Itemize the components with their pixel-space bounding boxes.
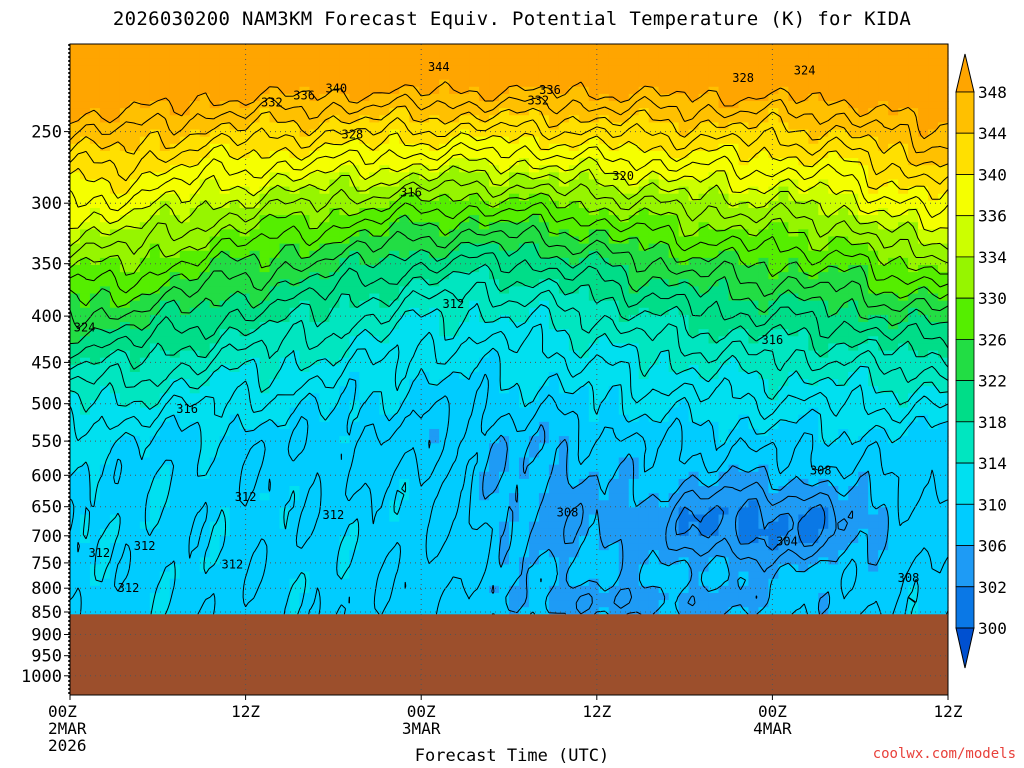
y-tick-label: 850 — [31, 603, 62, 623]
contour-label: 332 — [261, 95, 283, 109]
y-tick-label: 950 — [31, 647, 62, 667]
colorbar-label: 348 — [978, 83, 1007, 102]
contour-label: 312 — [443, 297, 465, 311]
colorbar-label: 330 — [978, 289, 1007, 308]
x-tick-label: 00Z — [48, 702, 77, 721]
x-tick-label: 2MAR — [48, 719, 87, 738]
y-tick-label: 500 — [31, 395, 62, 415]
colorbar-band — [955, 132, 975, 175]
contour-label: 308 — [810, 464, 832, 478]
colorbar-label: 334 — [978, 248, 1007, 267]
colorbar-band — [955, 91, 975, 134]
x-tick-label: 4MAR — [753, 719, 792, 738]
colorbar-label: 326 — [978, 330, 1007, 349]
y-tick-label: 650 — [31, 498, 62, 518]
colorbar-band — [955, 215, 975, 258]
y-axis: 250 300 350 400 450 500 550 600 650 700 750 800 850 9… — [21, 123, 70, 687]
y-tick-label: 600 — [31, 466, 62, 486]
y-tick-label: 550 — [31, 432, 62, 452]
x-tick-label: 2026 — [48, 736, 87, 755]
y-tick-label: 900 — [31, 626, 62, 646]
y-tick-label: 300 — [31, 194, 62, 214]
colorbar-bottom-arrow — [955, 627, 975, 669]
contour-label: 316 — [176, 402, 198, 416]
colorbar-label: 306 — [978, 537, 1007, 556]
colorbar-label: 310 — [978, 495, 1007, 514]
contour-label: 336 — [539, 83, 561, 97]
x-tick-label: 00Z — [758, 702, 787, 721]
x-tick-label: 12Z — [934, 702, 963, 721]
y-tick-label: 1000 — [21, 667, 62, 687]
colorbar-band — [955, 462, 975, 505]
colorbar-label: 322 — [978, 372, 1007, 391]
contour-label: 312 — [88, 546, 110, 560]
contour-label: 316 — [762, 333, 784, 347]
contour-lines — [69, 81, 949, 615]
colorbar-band — [955, 256, 975, 299]
colorbar: 348 344 340 336 334 330 326 322 318 314 310 306 302 3… — [955, 53, 1007, 669]
colorbar-band — [955, 503, 975, 546]
colorbar-label: 344 — [978, 124, 1007, 143]
y-tick-label: 450 — [31, 353, 62, 373]
x-tick-label: 12Z — [231, 702, 260, 721]
colorbar-label: 302 — [978, 578, 1007, 597]
colorbar-label: 318 — [978, 413, 1007, 432]
colorbar-label: 336 — [978, 207, 1007, 226]
contour-label: 312 — [134, 539, 156, 553]
y-tick-label: 250 — [31, 123, 62, 143]
chart-title: 2026030200 NAM3KM Forecast Equiv. Potent… — [112, 8, 912, 30]
contour-label: 328 — [732, 71, 754, 85]
contour-label: 340 — [325, 82, 347, 96]
contour-label: 344 — [428, 60, 450, 74]
ground-surface — [70, 614, 948, 695]
colorbar-label: 314 — [978, 454, 1007, 473]
plot-frame — [69, 43, 949, 696]
colorbar-band — [955, 380, 975, 423]
y-tick-label: 750 — [31, 554, 62, 574]
contour-label: 312 — [118, 581, 140, 595]
y-tick-label: 800 — [31, 579, 62, 599]
source-credit[interactable]: coolwx.com/models — [872, 746, 1016, 762]
x-tick-label: 00Z — [407, 702, 436, 721]
colorbar-band — [955, 586, 975, 629]
colorbar-band — [955, 297, 975, 340]
contour-label: 312 — [323, 508, 345, 522]
colorbar-band — [955, 545, 975, 588]
contour-label: 332 — [527, 94, 549, 108]
y-tick-label: 350 — [31, 255, 62, 275]
contour-label: 308 — [898, 571, 920, 585]
colorbar-label: 300 — [978, 619, 1007, 638]
x-axis-title: Forecast Time (UTC) — [414, 746, 610, 766]
x-tick-label: 3MAR — [402, 719, 441, 738]
contour-path — [69, 81, 949, 615]
contour-label: 304 — [776, 534, 798, 548]
contour-label: 336 — [293, 88, 315, 102]
x-tick-label: 12Z — [582, 702, 611, 721]
contour-label: 312 — [222, 558, 244, 572]
contour-label: 316 — [400, 186, 422, 200]
contour-label: 312 — [235, 490, 257, 504]
contour-label: 328 — [342, 128, 364, 142]
contour-label: 324 — [74, 321, 96, 335]
contour-label: 320 — [612, 169, 634, 183]
colorbar-band — [955, 421, 975, 464]
colorbar-top-arrow — [955, 53, 975, 93]
y-tick-label: 700 — [31, 527, 62, 547]
colorbar-band — [955, 174, 975, 217]
colorbar-label: 340 — [978, 166, 1007, 185]
colorbar-band — [955, 338, 975, 381]
contour-label: 324 — [794, 64, 816, 78]
contour-label: 308 — [557, 506, 579, 520]
y-tick-label: 400 — [31, 307, 62, 327]
